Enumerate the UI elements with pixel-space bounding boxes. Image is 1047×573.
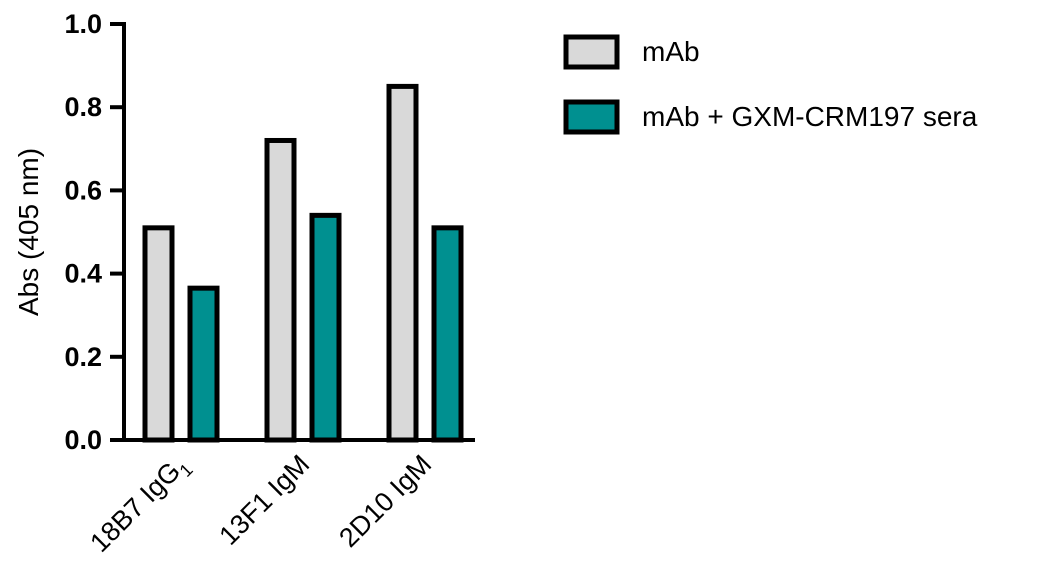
bar-mab-sera-2 xyxy=(309,212,342,443)
legend-swatch-mab xyxy=(563,34,620,70)
legend-label-mab: mAb xyxy=(642,36,700,67)
legend: mAb mAb + GXM-CRM197 sera xyxy=(563,34,978,135)
bar-mab-3 xyxy=(386,83,419,443)
y-tick-label: 0.4 xyxy=(64,259,102,289)
x-tick-label: 18B7 IgG1 xyxy=(84,449,196,561)
x-tick-label: 2D10 IgM xyxy=(333,449,437,553)
x-tick-label: 13F1 IgM xyxy=(213,449,315,551)
bars-group xyxy=(142,83,464,443)
y-ticks-group: 0.0 0.2 0.4 0.6 0.8 1.0 xyxy=(64,9,124,455)
y-tick-label: 1.0 xyxy=(64,9,102,39)
bar-mab-2 xyxy=(264,137,297,443)
legend-swatch-mab-sera xyxy=(563,99,620,135)
bar-mab-1 xyxy=(142,225,175,443)
y-axis-label: Abs (405 nm) xyxy=(13,148,44,316)
y-tick-label: 0.8 xyxy=(64,92,102,122)
legend-label-mab-sera: mAb + GXM-CRM197 sera xyxy=(642,101,978,132)
bar-mab-sera-1 xyxy=(187,285,220,443)
y-tick-label: 0.0 xyxy=(64,425,102,455)
axes-group xyxy=(122,22,475,442)
y-tick-label: 0.6 xyxy=(64,175,102,205)
x-ticks-group: 18B7 IgG1 13F1 IgM 2D10 IgM xyxy=(84,449,437,561)
y-tick-label: 0.2 xyxy=(64,342,102,372)
bar-mab-sera-3 xyxy=(431,225,464,443)
